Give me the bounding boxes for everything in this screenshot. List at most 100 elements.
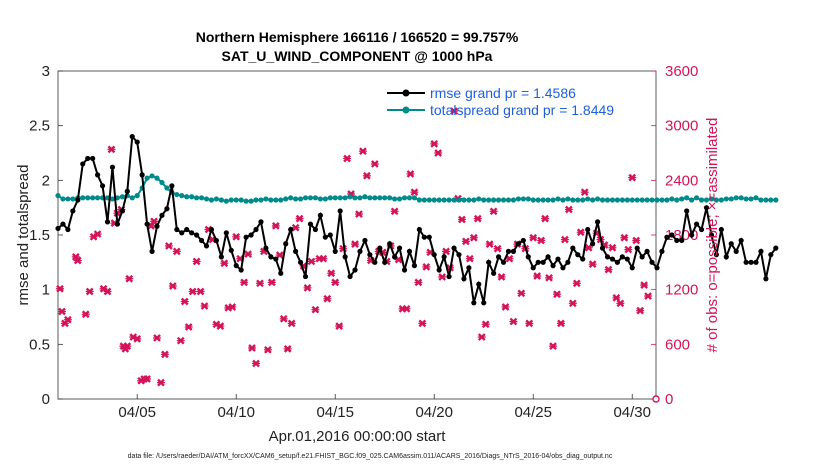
obs-point xyxy=(143,375,152,383)
totalspread-point xyxy=(639,197,645,203)
obs-point xyxy=(442,247,451,256)
rmse-point xyxy=(639,254,645,260)
totalspread-point xyxy=(565,196,571,202)
rmse-point xyxy=(55,225,61,232)
totalspread-point xyxy=(733,195,739,201)
obs-point xyxy=(220,259,229,268)
rmse-point xyxy=(109,164,116,170)
obs-point xyxy=(271,222,280,230)
left-tick-label: 2.5 xyxy=(29,118,50,135)
totalspread-point xyxy=(223,198,229,204)
totalspread-point xyxy=(55,193,61,199)
obs-point xyxy=(196,287,205,296)
totalspread-point xyxy=(297,196,304,202)
rmse-point xyxy=(426,234,432,240)
rmse-point xyxy=(114,221,121,227)
totalspread-point xyxy=(293,196,299,202)
totalspread-point xyxy=(387,195,393,201)
obs-point xyxy=(184,323,193,331)
rmse-point xyxy=(753,259,759,265)
obs-point xyxy=(164,242,173,250)
rmse-point xyxy=(337,208,343,214)
totalspread-point xyxy=(228,197,234,203)
obs-point xyxy=(628,173,637,182)
obs-point xyxy=(505,254,514,263)
x-axis-ticks: 04/05 04/10 04/15 04/20 04/25 04/30 xyxy=(118,394,651,421)
obs-point xyxy=(402,304,411,313)
rmse-point xyxy=(481,300,487,306)
obs-point xyxy=(188,287,197,296)
rmse-point xyxy=(154,223,160,229)
totalspread-point xyxy=(109,196,116,202)
rmse-point xyxy=(367,252,373,258)
rmse-point xyxy=(515,241,521,247)
totalspread-point xyxy=(530,197,536,203)
rmse-point xyxy=(119,208,125,214)
obs-point xyxy=(343,154,352,163)
obs-point xyxy=(248,344,257,352)
obs-point xyxy=(414,278,423,287)
x-tick-label: 04/25 xyxy=(514,404,552,421)
rmse-point xyxy=(99,183,106,189)
totalspread-point xyxy=(273,197,279,203)
obs-point xyxy=(584,243,593,252)
rmse-point xyxy=(708,232,715,238)
totalspread-point xyxy=(288,195,294,201)
right-tick-label: 2400 xyxy=(665,172,698,189)
rmse-point xyxy=(703,205,710,211)
rmse-point xyxy=(713,252,719,258)
totalspread-point xyxy=(268,197,274,203)
rmse-point xyxy=(674,237,680,244)
rmse-point xyxy=(347,273,353,280)
rmse-point xyxy=(396,245,403,251)
rmse-point xyxy=(60,221,66,227)
rmse-point xyxy=(268,254,274,260)
totalspread-point xyxy=(654,197,660,203)
obs-point xyxy=(287,319,296,328)
obs-point xyxy=(572,279,581,288)
obs-point xyxy=(93,230,102,238)
rmse-point xyxy=(431,252,437,258)
rmse-point xyxy=(312,226,319,233)
rmse-point xyxy=(228,247,234,253)
x-tick-label: 04/15 xyxy=(316,404,354,421)
obs-point xyxy=(580,188,589,197)
rmse-point xyxy=(461,276,467,282)
rmse-point xyxy=(466,265,472,271)
totalspread-point xyxy=(322,196,328,202)
rmse-point xyxy=(773,245,779,251)
totalspread-point xyxy=(60,196,66,202)
x-axis-label: Apr.01,2016 00:00:00 start xyxy=(269,428,447,445)
rmse-point xyxy=(743,259,749,265)
rmse-point xyxy=(124,188,130,194)
totalspread-point xyxy=(317,196,323,202)
rmse-point xyxy=(95,172,101,178)
rmse-point xyxy=(382,259,388,265)
obs-point xyxy=(303,283,312,292)
totalspread-point xyxy=(466,197,472,203)
obs-point xyxy=(632,236,641,245)
rmse-point xyxy=(129,134,135,140)
obs-point xyxy=(125,274,134,283)
rmse-point xyxy=(604,254,611,260)
totalspread-point xyxy=(436,197,442,203)
obs-point xyxy=(493,244,502,253)
totalspread-point xyxy=(555,196,561,202)
obs-point xyxy=(644,292,653,300)
totalspread-point xyxy=(95,195,101,201)
chart-subtitle: SAT_U_WIND_COMPONENT @ 1000 hPa xyxy=(222,48,493,64)
rmse-point xyxy=(560,265,566,271)
totalspread-point xyxy=(342,195,348,201)
totalspread-point xyxy=(263,196,269,202)
rmse-point xyxy=(362,237,368,244)
obs-point xyxy=(450,107,459,115)
obs-point xyxy=(319,254,328,263)
right-tick-label: 3000 xyxy=(665,118,698,135)
totalspread-point xyxy=(456,197,462,203)
obs-point xyxy=(418,319,427,328)
totalspread-point xyxy=(758,197,764,203)
obs-point xyxy=(180,297,189,306)
totalspread-point xyxy=(560,197,566,203)
obs-point xyxy=(275,251,284,259)
